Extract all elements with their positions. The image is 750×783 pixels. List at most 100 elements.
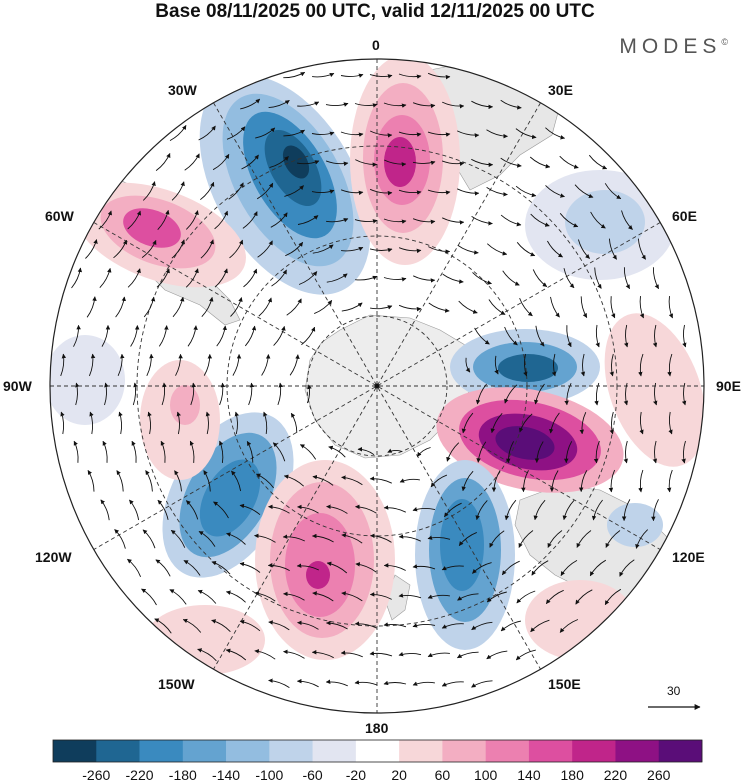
wind-vector [268, 620, 290, 631]
wind-vector [518, 413, 533, 433]
wind-vector [681, 440, 686, 464]
wind-vector [398, 247, 422, 254]
wind-vector [549, 470, 559, 492]
wind-vector [118, 411, 123, 435]
colorbar-tick-label: 20 [391, 767, 407, 783]
wind-vector [254, 533, 276, 543]
wind-vector [212, 153, 230, 171]
wind-vector [398, 534, 422, 542]
wind-vector [104, 382, 109, 406]
wind-vector [214, 210, 229, 230]
wind-vector [668, 296, 673, 319]
wind-vector [248, 382, 255, 406]
wind-vector [551, 353, 557, 377]
wind-vector [325, 679, 348, 687]
wind-vector [145, 470, 153, 492]
wind-vector [417, 447, 431, 457]
wind-vector [328, 445, 346, 458]
wind-vector [185, 210, 199, 230]
wind-vector [456, 188, 480, 196]
wind-vector [271, 269, 287, 287]
colorbar-tick-label: -60 [302, 767, 323, 783]
wind-vector [523, 353, 528, 377]
wind-vector [312, 474, 334, 486]
colorbar-tick-label: 180 [560, 767, 584, 783]
graticule [50, 59, 704, 713]
colorbar-swatch [442, 740, 486, 762]
wind-vector [73, 440, 79, 463]
wind-vector [580, 353, 586, 377]
wind-vector [88, 353, 96, 377]
wind-vector [579, 412, 587, 435]
map-field [50, 59, 704, 713]
wind-vector [383, 622, 407, 628]
wind-vector [326, 561, 348, 574]
wind-vector [502, 270, 520, 286]
wind-vector [639, 411, 644, 435]
wind-vector [141, 588, 157, 606]
wind-vector [559, 155, 579, 169]
wind-vector [547, 530, 563, 548]
wind-vector [226, 126, 246, 140]
wind-vector [234, 411, 240, 435]
wind-vector [301, 326, 316, 346]
wind-vector [311, 533, 334, 543]
colorbar-tick-label: -220 [125, 767, 154, 783]
wind-vector [608, 469, 616, 493]
wind-vector [311, 131, 335, 136]
wind-vector [500, 214, 522, 227]
wind-vector [155, 152, 171, 171]
wind-vector [578, 470, 588, 493]
wind-vector [170, 529, 186, 548]
wind-vector [270, 212, 288, 228]
wind-vector [290, 412, 298, 433]
colorbar-swatch [226, 740, 270, 762]
wind-vector [515, 649, 536, 661]
wind-vector [387, 448, 403, 453]
colorbar-tick-label: -140 [212, 767, 241, 783]
wind-vector [566, 325, 572, 348]
colorbar-swatch [53, 740, 97, 762]
wind-vector [169, 125, 187, 141]
wind-vector [500, 157, 522, 168]
wind-vector [355, 504, 377, 514]
colorbar-swatch [312, 740, 357, 762]
wind-vector [129, 499, 140, 521]
wind-vector [231, 470, 242, 492]
wind-vector [369, 651, 393, 657]
wind-vector [369, 74, 393, 79]
wind-vector [340, 73, 364, 78]
wind-vector [398, 304, 422, 312]
wind-vector [357, 447, 375, 456]
wind-vector [458, 531, 477, 546]
wind-vector [157, 209, 170, 231]
wind-vector [283, 591, 305, 601]
wind-vector [216, 325, 227, 347]
wind-vector [230, 297, 243, 317]
wind-vector [325, 620, 348, 630]
wind-vector [311, 189, 335, 194]
wind-vector [219, 382, 226, 406]
wind-vector [87, 470, 95, 492]
wind-vector [214, 268, 228, 288]
wind-vector [211, 560, 231, 575]
wind-vector [457, 130, 480, 138]
wind-vector [398, 651, 422, 657]
antarctica-landmass [304, 314, 476, 459]
wind-vector [458, 300, 478, 314]
wind-vector [297, 504, 319, 514]
colorbar-tick-label: 100 [473, 767, 498, 783]
wind-vector [441, 217, 465, 225]
wind-vector [534, 441, 544, 463]
wind-vector [296, 563, 319, 571]
wind-vector [623, 382, 629, 406]
wind-vector [73, 324, 81, 347]
wind-vector [283, 649, 305, 659]
wind-vector [430, 474, 448, 488]
wind-vector [501, 560, 520, 576]
wind-vector [384, 159, 407, 167]
wind-vector [472, 562, 492, 574]
wind-vector [325, 160, 349, 166]
wind-vector [370, 533, 392, 543]
wind-vector [639, 296, 644, 319]
